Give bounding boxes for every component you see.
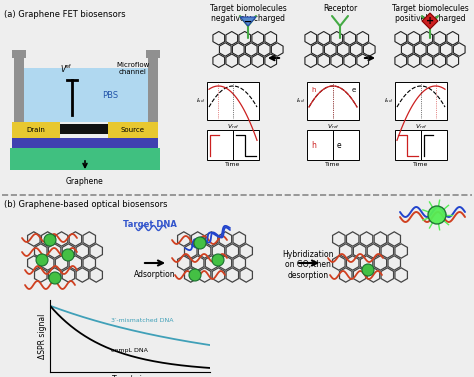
Text: Graphene: Graphene: [66, 177, 104, 186]
Text: h: h: [311, 87, 316, 93]
Text: $I_{sd}$: $I_{sd}$: [196, 97, 205, 106]
Text: PBS: PBS: [102, 90, 118, 100]
Text: (b) Graphene-based optical biosensors: (b) Graphene-based optical biosensors: [4, 200, 167, 209]
Text: Time: Time: [225, 162, 241, 167]
Circle shape: [428, 206, 446, 224]
Text: $I_{sd}$: $I_{sd}$: [296, 97, 305, 106]
Text: compL DNA: compL DNA: [111, 348, 148, 353]
Text: e: e: [337, 141, 342, 150]
Text: Microflow
channel: Microflow channel: [116, 62, 150, 75]
Bar: [10, 148, 160, 170]
Text: h: h: [311, 141, 316, 150]
Circle shape: [49, 272, 61, 284]
Circle shape: [36, 254, 48, 266]
Circle shape: [189, 269, 201, 281]
Bar: [12, 122, 60, 138]
Y-axis label: ΔSPR signal: ΔSPR signal: [38, 313, 47, 359]
Text: Hybridization
on GO, then
desorption: Hybridization on GO, then desorption: [282, 250, 334, 280]
Bar: [307, 82, 359, 120]
Bar: [108, 122, 158, 138]
Text: (a) Graphene FET biosensors: (a) Graphene FET biosensors: [4, 10, 126, 19]
Bar: [20, 68, 150, 122]
Bar: [395, 82, 447, 120]
Text: Time: Time: [413, 162, 428, 167]
Circle shape: [62, 249, 74, 261]
Polygon shape: [422, 13, 438, 29]
Text: Source: Source: [121, 127, 145, 133]
Circle shape: [44, 234, 56, 246]
Text: $V_{ref}$: $V_{ref}$: [227, 122, 239, 131]
Bar: [233, 130, 259, 160]
Text: Target DNA: Target DNA: [123, 220, 177, 229]
Bar: [395, 130, 421, 160]
Text: −: −: [244, 17, 252, 27]
Circle shape: [362, 264, 374, 276]
Circle shape: [194, 237, 206, 249]
Bar: [333, 130, 359, 160]
Text: e: e: [352, 87, 356, 93]
Text: Adsorption: Adsorption: [134, 270, 176, 279]
X-axis label: Time/min: Time/min: [112, 375, 148, 377]
Bar: [207, 82, 259, 120]
Text: Receptor: Receptor: [323, 4, 357, 13]
Text: +: +: [426, 16, 434, 26]
Circle shape: [212, 254, 224, 266]
Bar: [207, 130, 233, 160]
Polygon shape: [240, 17, 256, 26]
Text: $V_{ref}$: $V_{ref}$: [415, 122, 428, 131]
Text: $I_{sd}$: $I_{sd}$: [384, 97, 393, 106]
Bar: [146, 50, 160, 58]
Text: ref: ref: [64, 64, 72, 69]
Text: Time: Time: [325, 162, 341, 167]
Bar: [14, 55, 24, 122]
Text: 3′-mismatched DNA: 3′-mismatched DNA: [111, 317, 173, 323]
Bar: [12, 138, 158, 148]
Bar: [307, 130, 333, 160]
Text: Drain: Drain: [27, 127, 46, 133]
Text: V: V: [60, 65, 65, 74]
Text: Target biomolecules
negatively charged: Target biomolecules negatively charged: [210, 4, 286, 23]
Bar: [60, 124, 108, 134]
Text: Target biomolecules
positively charged: Target biomolecules positively charged: [392, 4, 468, 23]
Bar: [148, 55, 158, 122]
Text: $V_{ref}$: $V_{ref}$: [327, 122, 339, 131]
Bar: [12, 50, 26, 58]
Bar: [421, 130, 447, 160]
